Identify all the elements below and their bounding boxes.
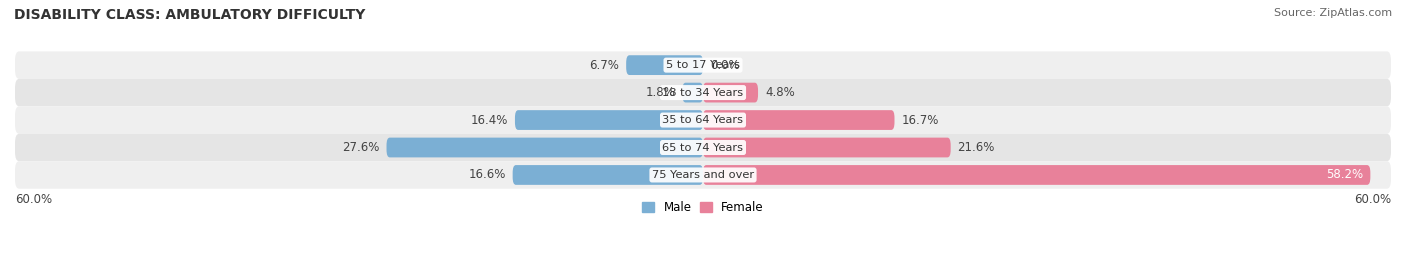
Text: 60.0%: 60.0% <box>1354 193 1391 206</box>
FancyBboxPatch shape <box>703 138 950 157</box>
Text: 1.8%: 1.8% <box>645 86 675 99</box>
Text: 5 to 17 Years: 5 to 17 Years <box>666 60 740 70</box>
Text: DISABILITY CLASS: AMBULATORY DIFFICULTY: DISABILITY CLASS: AMBULATORY DIFFICULTY <box>14 8 366 22</box>
FancyBboxPatch shape <box>682 83 703 102</box>
Text: 4.8%: 4.8% <box>765 86 794 99</box>
Text: 65 to 74 Years: 65 to 74 Years <box>662 143 744 153</box>
Text: 58.2%: 58.2% <box>1326 168 1364 182</box>
Text: 0.0%: 0.0% <box>710 59 740 72</box>
Text: 6.7%: 6.7% <box>589 59 619 72</box>
FancyBboxPatch shape <box>15 79 1391 106</box>
Legend: Male, Female: Male, Female <box>637 196 769 219</box>
Text: 27.6%: 27.6% <box>342 141 380 154</box>
Text: 60.0%: 60.0% <box>15 193 52 206</box>
Text: 16.4%: 16.4% <box>471 114 508 126</box>
FancyBboxPatch shape <box>626 55 703 75</box>
FancyBboxPatch shape <box>387 138 703 157</box>
FancyBboxPatch shape <box>703 83 758 102</box>
FancyBboxPatch shape <box>703 110 894 130</box>
FancyBboxPatch shape <box>15 51 1391 79</box>
Text: Source: ZipAtlas.com: Source: ZipAtlas.com <box>1274 8 1392 18</box>
FancyBboxPatch shape <box>515 110 703 130</box>
Text: 75 Years and over: 75 Years and over <box>652 170 754 180</box>
Text: 16.6%: 16.6% <box>468 168 506 182</box>
FancyBboxPatch shape <box>513 165 703 185</box>
Text: 21.6%: 21.6% <box>957 141 995 154</box>
FancyBboxPatch shape <box>15 134 1391 161</box>
FancyBboxPatch shape <box>703 165 1371 185</box>
FancyBboxPatch shape <box>15 106 1391 134</box>
Text: 18 to 34 Years: 18 to 34 Years <box>662 88 744 98</box>
Text: 16.7%: 16.7% <box>901 114 939 126</box>
Text: 35 to 64 Years: 35 to 64 Years <box>662 115 744 125</box>
FancyBboxPatch shape <box>15 161 1391 189</box>
